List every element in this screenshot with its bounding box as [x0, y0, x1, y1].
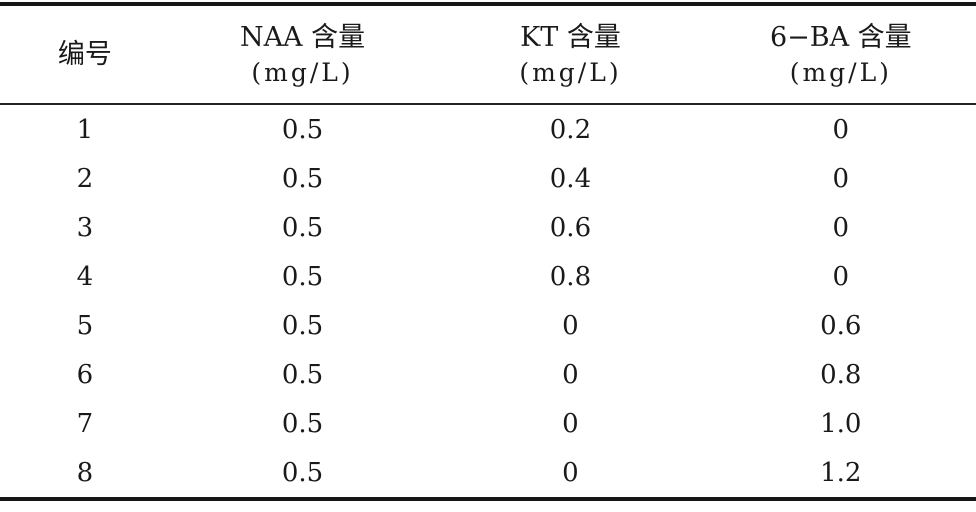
table-header: 编号 NAA 含量 (mg/L) KT 含量 (mg/L) 6−BA 含量 (m…: [0, 4, 976, 104]
cell-naa: 0.5: [281, 212, 324, 243]
cell-kt: 0: [562, 457, 579, 488]
table-row: 5 0.5 0 0.6: [0, 301, 976, 350]
cell-id: 8: [76, 457, 94, 488]
cell-ba: 0: [832, 261, 850, 292]
cell-ba: 0.6: [820, 310, 862, 341]
table-body: 1 0.5 0.2 0 2 0.5 0.4 0 3 0.5 0.6 0 4 0.5 0.8 0 5 0.5 0 0.6…: [0, 104, 976, 499]
cell-id: 4: [76, 261, 94, 292]
cell-naa: 0.5: [281, 163, 324, 194]
cell-kt: 0.8: [549, 261, 592, 292]
cell-kt: 0.6: [549, 212, 592, 243]
column-header-naa-unit: (mg/L): [251, 57, 354, 87]
cell-id: 2: [76, 163, 94, 194]
column-header-naa-label: NAA 含量: [239, 21, 366, 53]
cell-id: 3: [76, 212, 94, 243]
column-header-ba-label: 6−BA 含量: [769, 21, 912, 53]
column-header-naa: NAA 含量 (mg/L): [170, 4, 435, 104]
column-header-ba-unit: (mg/L): [789, 57, 892, 87]
cell-kt: 0.2: [549, 114, 592, 145]
cell-ba: 1.0: [820, 408, 862, 439]
cell-kt: 0: [562, 408, 579, 439]
table-row: 7 0.5 0 1.0: [0, 399, 976, 448]
cell-kt: 0: [562, 359, 579, 390]
cell-kt: 0: [562, 310, 579, 341]
column-header-ba: 6−BA 含量 (mg/L): [706, 4, 976, 104]
cell-ba: 0: [832, 163, 850, 194]
table-row: 1 0.5 0.2 0: [0, 104, 976, 154]
column-header-kt-unit: (mg/L): [519, 57, 622, 87]
cell-ba: 1.2: [820, 457, 862, 488]
table-header-row: 编号 NAA 含量 (mg/L) KT 含量 (mg/L) 6−BA 含量 (m…: [0, 4, 976, 104]
experiment-parameters-table: 编号 NAA 含量 (mg/L) KT 含量 (mg/L) 6−BA 含量 (m…: [0, 2, 976, 501]
table-row: 4 0.5 0.8 0: [0, 252, 976, 301]
cell-naa: 0.5: [281, 261, 324, 292]
cell-naa: 0.5: [281, 114, 324, 145]
cell-id: 5: [76, 310, 94, 341]
table-row: 6 0.5 0 0.8: [0, 350, 976, 399]
column-header-id: 编号: [0, 4, 170, 104]
cell-naa: 0.5: [281, 359, 324, 390]
cell-kt: 0.4: [549, 163, 592, 194]
cell-naa: 0.5: [281, 310, 324, 341]
table-row: 2 0.5 0.4 0: [0, 154, 976, 203]
column-header-kt-label: KT 含量: [520, 21, 621, 53]
cell-ba: 0.8: [820, 359, 862, 390]
cell-naa: 0.5: [281, 408, 324, 439]
table-row: 8 0.5 0 1.2: [0, 448, 976, 499]
table-row: 3 0.5 0.6 0: [0, 203, 976, 252]
cell-id: 1: [76, 114, 94, 145]
column-header-id-label: 编号: [57, 38, 112, 70]
column-header-kt: KT 含量 (mg/L): [435, 4, 705, 104]
cell-ba: 0: [832, 212, 850, 243]
cell-id: 6: [76, 359, 94, 390]
cell-naa: 0.5: [281, 457, 324, 488]
cell-ba: 0: [832, 114, 850, 145]
cell-id: 7: [76, 408, 94, 439]
